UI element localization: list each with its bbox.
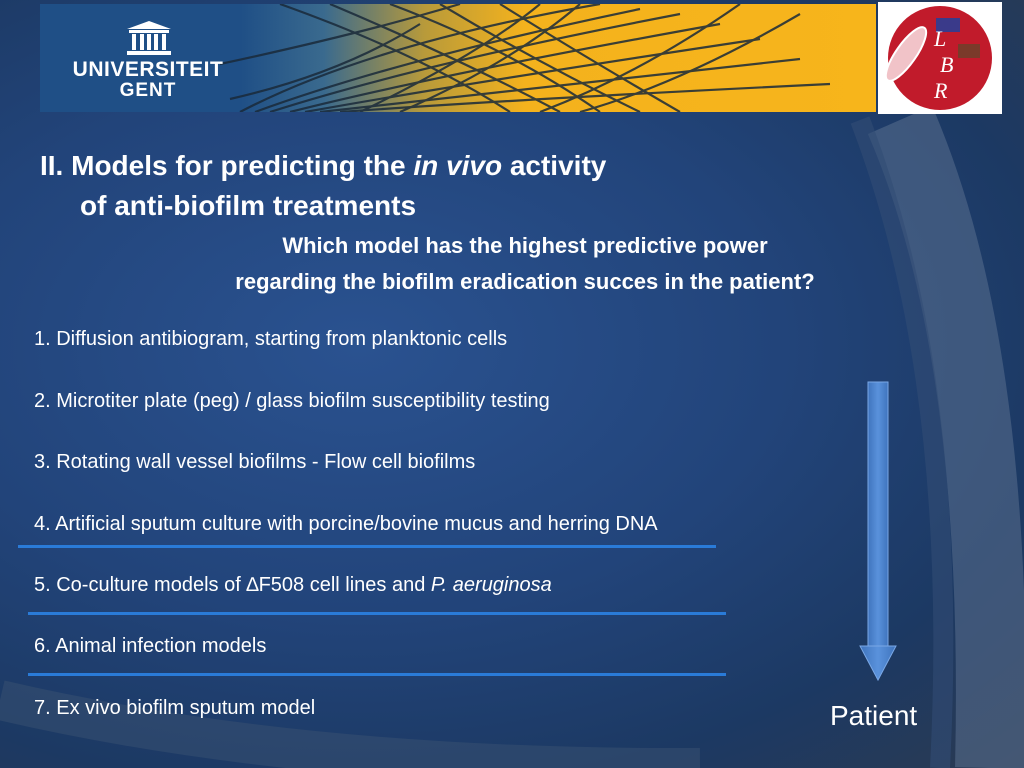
grass-decoration	[219, 4, 831, 112]
ghent-university-logo: UNIVERSITEIT GENT	[58, 18, 238, 102]
list-item: 7. Ex vivo biofilm sputum model	[34, 697, 316, 719]
slide-title: II. Models for predicting the in vivo ac…	[40, 146, 606, 226]
header-banner: UNIVERSITEIT GENT	[40, 4, 876, 112]
subtitle-line2: regarding the biofilm eradication succes…	[235, 269, 815, 294]
item5-prefix: 5. Co-culture models of	[34, 574, 247, 596]
university-name-line1: UNIVERSITEIT	[72, 58, 224, 81]
separator-line	[28, 612, 726, 615]
slide-subtitle: Which model has the highest predictive p…	[100, 228, 950, 300]
temple-icon	[127, 21, 171, 55]
lab-logo: L B R	[878, 2, 1002, 114]
list-item: 5. Co-culture models of ∆F508 cell lines…	[34, 574, 552, 597]
list-item: 3. Rotating wall vessel biofilms - Flow …	[34, 451, 476, 473]
subtitle-line1: Which model has the highest predictive p…	[282, 233, 768, 258]
list-item: 1. Diffusion antibiogram, starting from …	[34, 328, 508, 350]
title-suffix: activity	[502, 150, 607, 181]
delta-symbol: ∆	[246, 574, 259, 596]
title-prefix: II. Models for predicting the	[40, 150, 414, 181]
item5-italic: P. aeruginosa	[430, 574, 552, 596]
lab-logo-letter-b: B	[940, 52, 953, 77]
down-arrow-icon	[859, 381, 897, 682]
lab-logo-letter-r: R	[933, 78, 948, 103]
item5-middle: F508 cell lines and	[258, 574, 431, 596]
title-italic: in vivo	[413, 150, 503, 181]
separator-line	[28, 673, 726, 676]
list-item: 6. Animal infection models	[34, 635, 267, 657]
separator-line	[18, 545, 716, 548]
university-name-line2: GENT	[119, 80, 177, 101]
patient-label: Patient	[830, 700, 918, 731]
list-item: 4. Artificial sputum culture with porcin…	[34, 513, 658, 535]
lab-logo-emblem: L B R	[884, 6, 992, 110]
title-line2: of anti-biofilm treatments	[80, 190, 417, 221]
lab-logo-letter-l: L	[933, 26, 946, 51]
list-item: 2. Microtiter plate (peg) / glass biofil…	[34, 390, 550, 412]
